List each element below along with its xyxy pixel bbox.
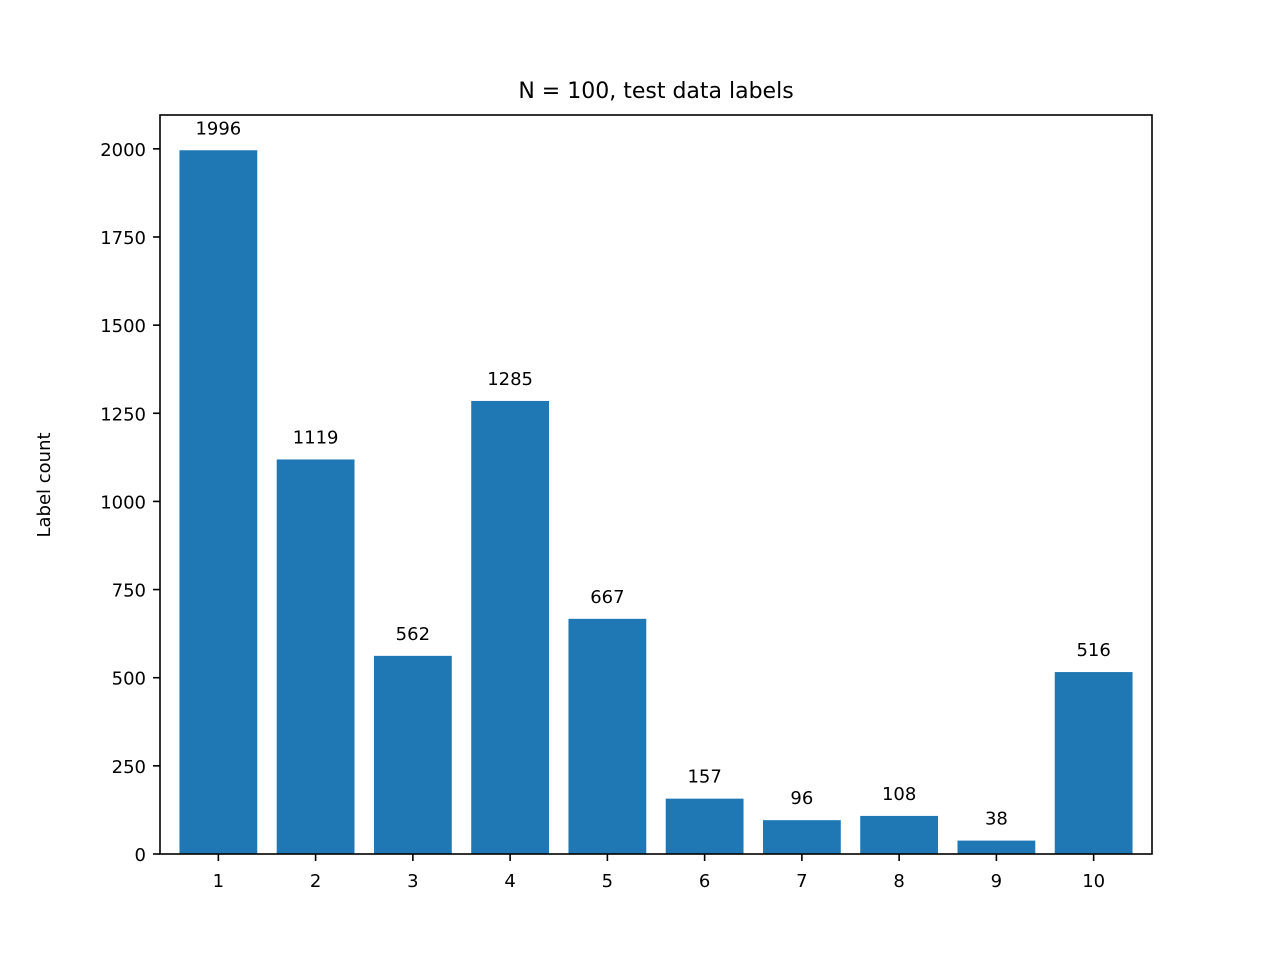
y-tick-label: 1250	[100, 404, 146, 425]
x-tick-label: 10	[1082, 871, 1105, 892]
y-tick-label: 250	[112, 757, 146, 778]
data-label-5: 667	[590, 587, 624, 608]
x-tick-label: 6	[699, 871, 710, 892]
y-axis-ticks: 0 250 500 750 1000 1250 1500 1750 2000	[100, 140, 160, 866]
x-tick-label: 8	[893, 871, 904, 892]
y-tick-label: 1000	[100, 492, 146, 513]
plot-frame	[159, 114, 1153, 855]
data-label-6: 157	[687, 767, 721, 788]
data-label-7: 96	[790, 788, 813, 809]
data-label-2: 1119	[293, 427, 339, 448]
data-label-1: 1996	[195, 118, 241, 139]
bar-8	[860, 815, 939, 854]
bar-10	[1054, 672, 1133, 854]
data-label-10: 516	[1076, 640, 1110, 661]
x-axis-ticks: 1 2 3 4 5 6 7 8 9 10	[213, 854, 1105, 892]
x-tick-label: 3	[407, 871, 418, 892]
bar-6	[665, 798, 744, 854]
data-labels-layer: 1996 1119 562 1285 667 157 96 108 38 516	[195, 118, 1110, 829]
x-tick-label: 2	[310, 871, 321, 892]
x-tick-label: 5	[602, 871, 613, 892]
x-tick-label: 7	[796, 871, 807, 892]
y-tick-label: 1750	[100, 228, 146, 249]
y-tick-label: 1500	[100, 316, 146, 337]
bar-4	[471, 400, 550, 854]
y-tick-label: 2000	[100, 140, 146, 161]
data-label-9: 38	[985, 809, 1008, 830]
bar-3	[373, 655, 452, 854]
x-tick-label: 1	[213, 871, 224, 892]
chart-title: N = 100, test data labels	[518, 79, 793, 104]
bar-7	[762, 820, 841, 854]
bar-1	[179, 150, 258, 854]
y-axis-label: Label count	[34, 432, 55, 537]
data-label-4: 1285	[487, 369, 533, 390]
data-label-3: 562	[396, 624, 430, 645]
y-tick-label: 500	[112, 669, 146, 690]
y-tick-label: 0	[135, 845, 146, 866]
data-label-8: 108	[882, 784, 916, 805]
bar-2	[276, 459, 355, 854]
bars-layer	[179, 150, 1133, 854]
bar-9	[957, 840, 1036, 854]
x-tick-label: 4	[504, 871, 515, 892]
y-tick-label: 750	[112, 581, 146, 602]
bar-5	[568, 618, 647, 854]
x-tick-label: 9	[991, 871, 1002, 892]
